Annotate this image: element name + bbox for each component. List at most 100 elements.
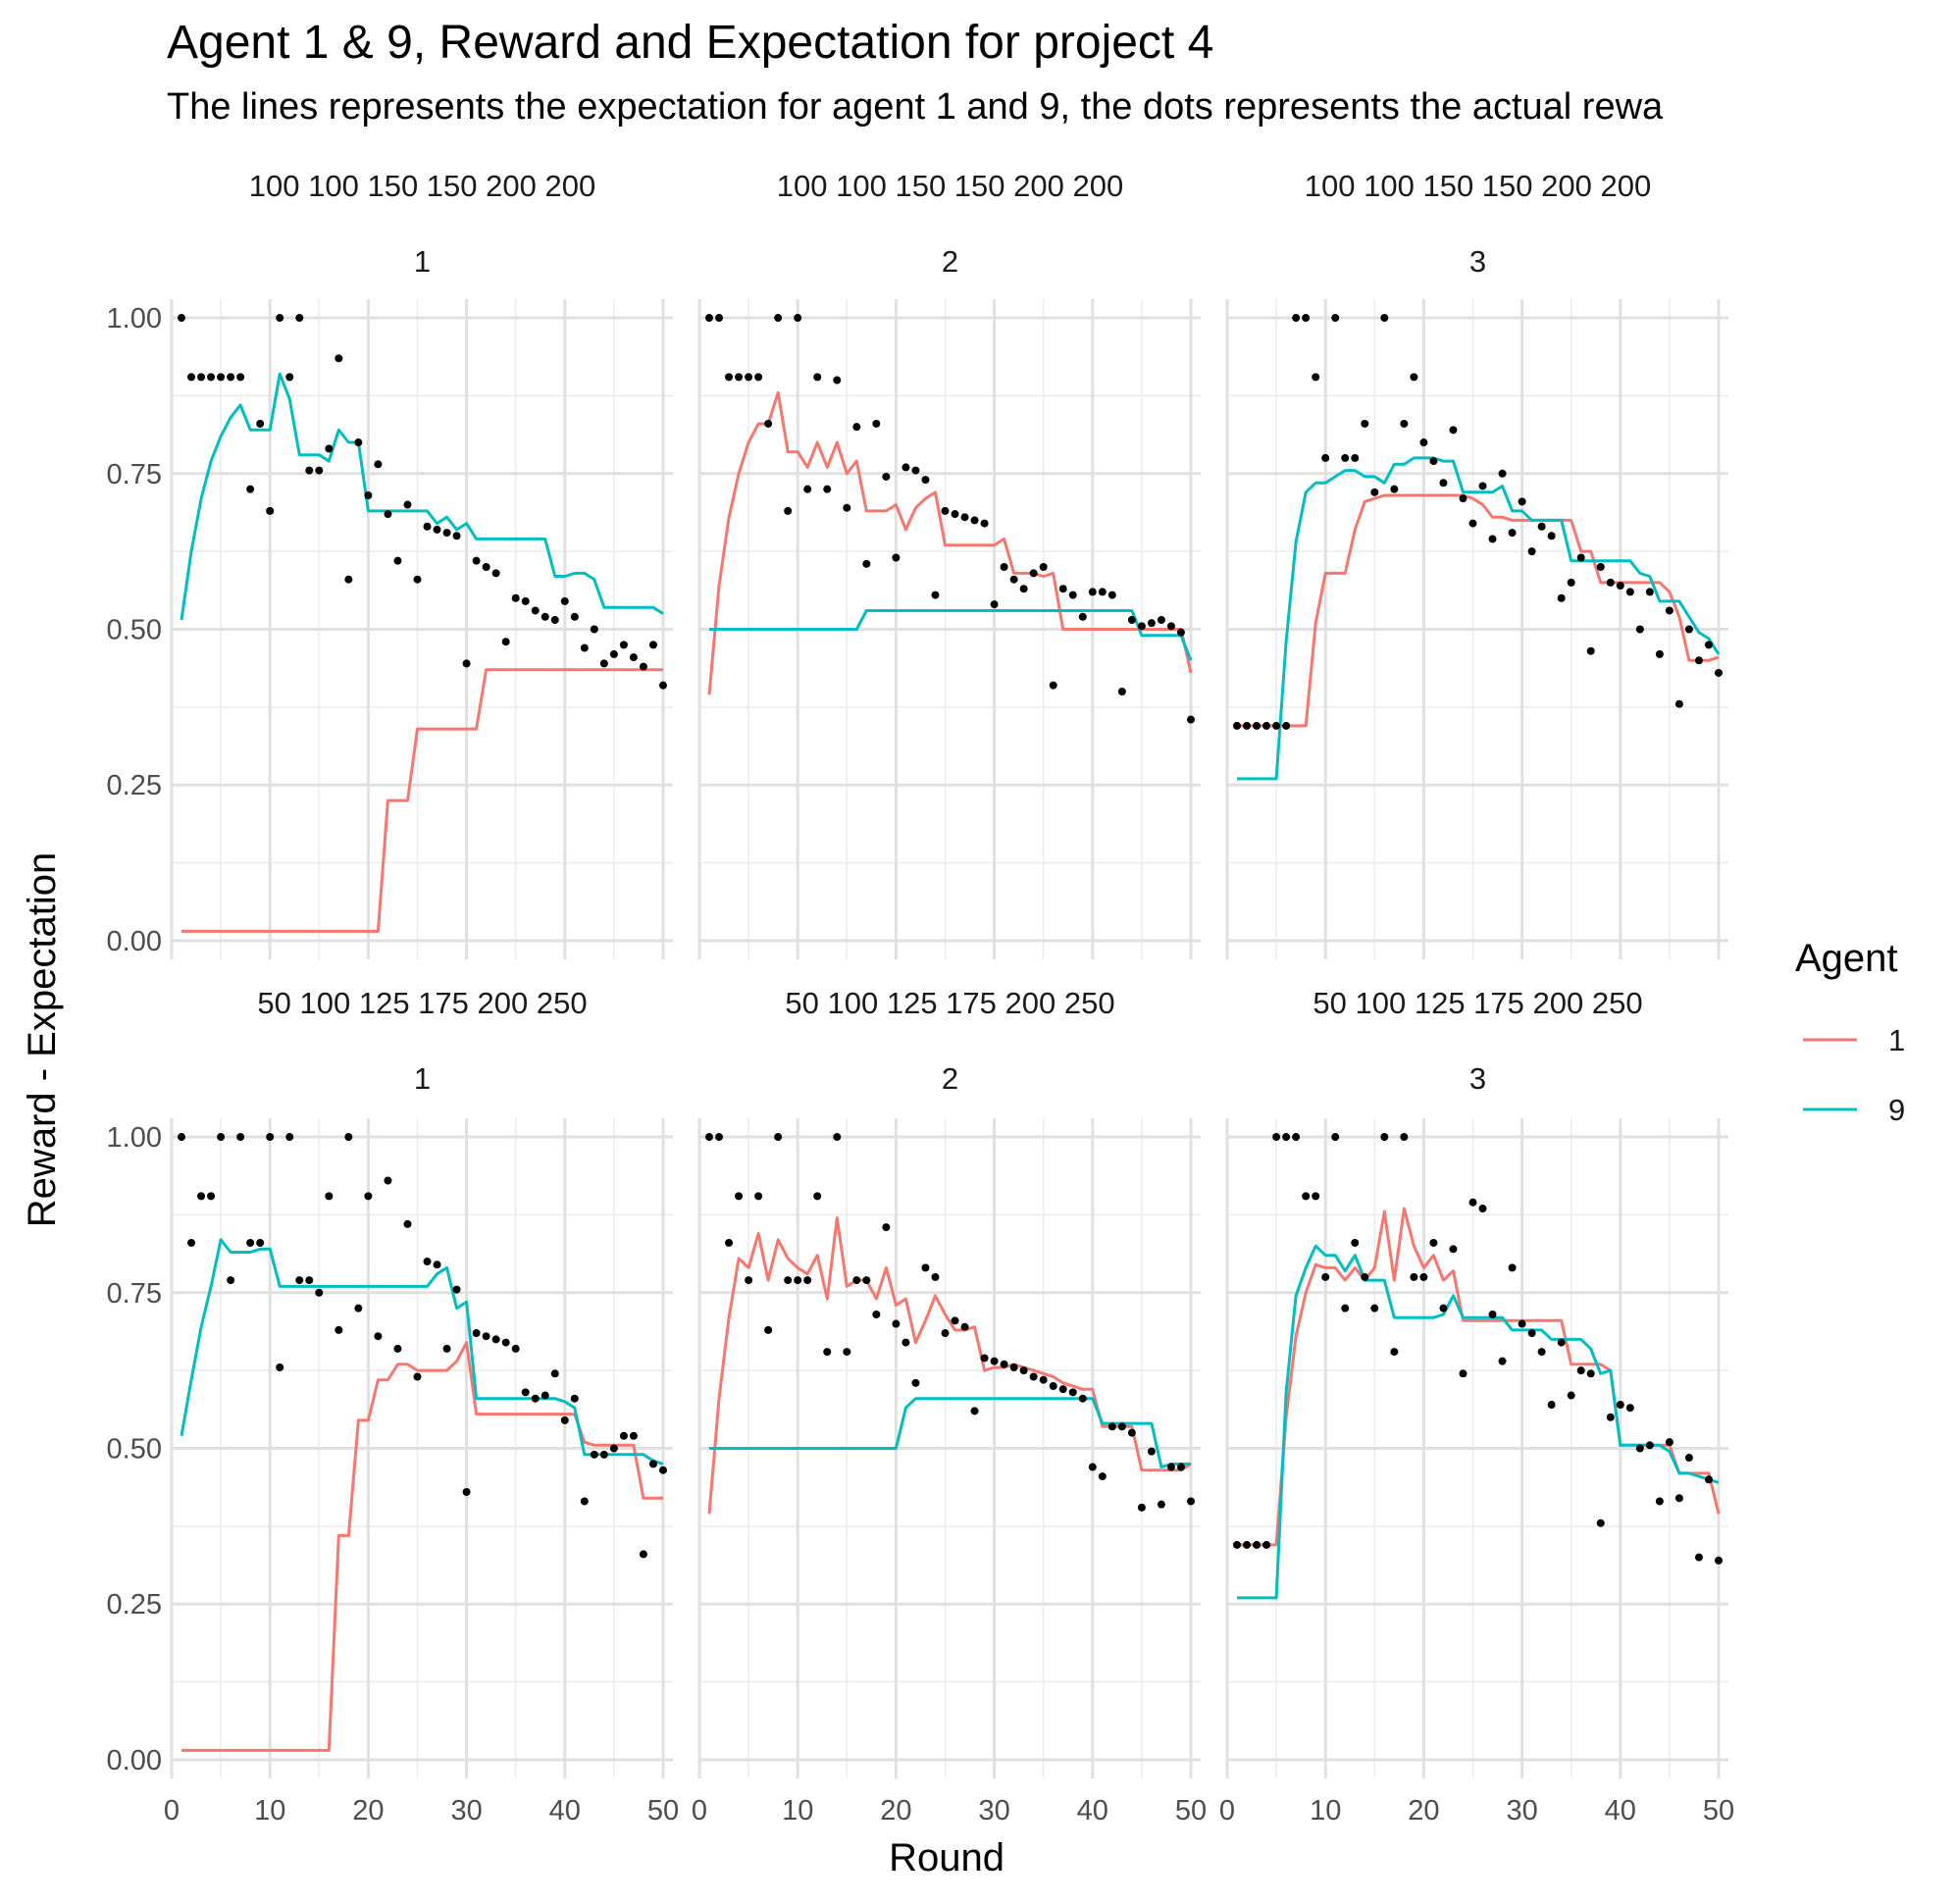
reward-point: [754, 373, 763, 382]
reward-point: [725, 373, 734, 382]
series-line-agent-9: [180, 1238, 664, 1466]
reward-point: [1410, 373, 1418, 382]
reward-point: [1557, 593, 1566, 602]
reward-point: [735, 1192, 744, 1201]
reward-point: [960, 513, 969, 522]
reward-point: [970, 1407, 979, 1415]
reward-point: [715, 1133, 724, 1142]
x-tick-label: 10: [1310, 1795, 1341, 1827]
reward-point: [1157, 615, 1165, 624]
y-tick-label: 0.75: [107, 459, 162, 490]
reward-point: [1233, 721, 1242, 730]
reward-point: [1000, 563, 1008, 572]
reward-point: [823, 485, 832, 493]
reward-point: [980, 1354, 989, 1363]
legend-title: Agent: [1795, 937, 1898, 980]
reward-point: [276, 314, 284, 323]
reward-point: [1019, 585, 1028, 593]
reward-point: [1058, 585, 1067, 593]
reward-point: [658, 681, 667, 690]
reward-point: [1107, 591, 1116, 599]
series-line-agent-9: [1237, 1244, 1720, 1600]
series-line-agent-9: [1237, 456, 1721, 781]
x-tick-label: 30: [450, 1795, 482, 1827]
x-tick-label: 10: [782, 1795, 813, 1827]
reward-point: [384, 510, 392, 519]
reward-point: [921, 1263, 930, 1272]
reward-point: [1341, 1304, 1350, 1312]
x-tick-label: 50: [1175, 1795, 1207, 1827]
reward-point: [1078, 1394, 1087, 1403]
reward-point: [1459, 1369, 1468, 1378]
reward-point: [609, 649, 618, 658]
reward-point: [715, 314, 724, 323]
reward-point: [1243, 1540, 1252, 1549]
reward-point: [541, 612, 549, 621]
reward-point: [1176, 1463, 1185, 1471]
reward-point: [1370, 1304, 1379, 1312]
reward-point: [1694, 656, 1703, 665]
reward-point: [1380, 314, 1389, 323]
reward-point: [1459, 494, 1468, 503]
reward-point: [491, 1335, 500, 1344]
reward-point: [1253, 1540, 1262, 1549]
series-line-agent-1: [181, 668, 663, 933]
reward-point: [1567, 1391, 1575, 1400]
y-tick-label: 0.00: [107, 1745, 162, 1776]
reward-point: [1704, 641, 1713, 649]
reward-point: [1302, 1192, 1311, 1201]
reward-point: [393, 1344, 402, 1353]
reward-point: [1098, 588, 1107, 596]
reward-point: [1606, 1413, 1615, 1421]
x-tick-label: 50: [1703, 1795, 1734, 1827]
reward-point: [1635, 625, 1644, 634]
reward-point: [187, 373, 196, 382]
reward-point: [1272, 721, 1281, 730]
reward-point: [648, 1460, 657, 1468]
reward-point: [599, 1450, 608, 1459]
reward-point: [921, 476, 930, 485]
reward-point: [892, 1319, 901, 1328]
reward-point: [1478, 1205, 1487, 1213]
reward-point: [1439, 479, 1448, 488]
y-tick-label: 0.75: [107, 1278, 162, 1310]
reward-point: [1147, 1447, 1156, 1456]
legend-label-agent-9: 9: [1888, 1093, 1905, 1127]
reward-point: [501, 638, 510, 646]
reward-point: [1147, 619, 1156, 628]
reward-point: [178, 314, 186, 323]
reward-point: [1262, 1540, 1271, 1549]
legend: Agent 1 9: [1795, 937, 1905, 1127]
reward-point: [276, 1363, 284, 1371]
reward-point: [374, 460, 383, 469]
reward-point: [619, 1431, 628, 1440]
reward-point: [1253, 721, 1262, 730]
reward-point: [1272, 1133, 1281, 1142]
reward-point: [403, 1219, 412, 1228]
reward-point: [1137, 1503, 1146, 1512]
reward-point: [764, 1325, 773, 1334]
y-tick-label: 0.50: [107, 1434, 162, 1466]
reward-point: [590, 625, 598, 634]
reward-point: [1645, 588, 1654, 596]
y-tick-label: 0.25: [107, 1589, 162, 1621]
reward-point: [1282, 721, 1291, 730]
reward-point: [784, 506, 793, 515]
facet-strip-top-label: 100 100 150 150 200 200: [1305, 169, 1651, 203]
reward-point: [482, 1332, 490, 1341]
facet-strip-bottom-label: 1: [414, 1061, 431, 1096]
reward-point: [1292, 314, 1301, 323]
reward-point: [794, 314, 802, 323]
reward-point: [1488, 535, 1497, 543]
reward-point: [1468, 519, 1477, 528]
reward-point: [531, 1394, 540, 1403]
reward-point: [354, 438, 363, 447]
reward-point: [570, 612, 579, 621]
reward-point: [364, 1192, 373, 1201]
reward-point: [901, 1338, 910, 1347]
reward-point: [1331, 1133, 1340, 1142]
reward-point: [1127, 1428, 1136, 1437]
reward-point: [236, 1133, 245, 1142]
facet-panel-4: 50 100 125 175 200 250 1 0.00 0.25 0.50 0.75 1…: [107, 986, 680, 1827]
